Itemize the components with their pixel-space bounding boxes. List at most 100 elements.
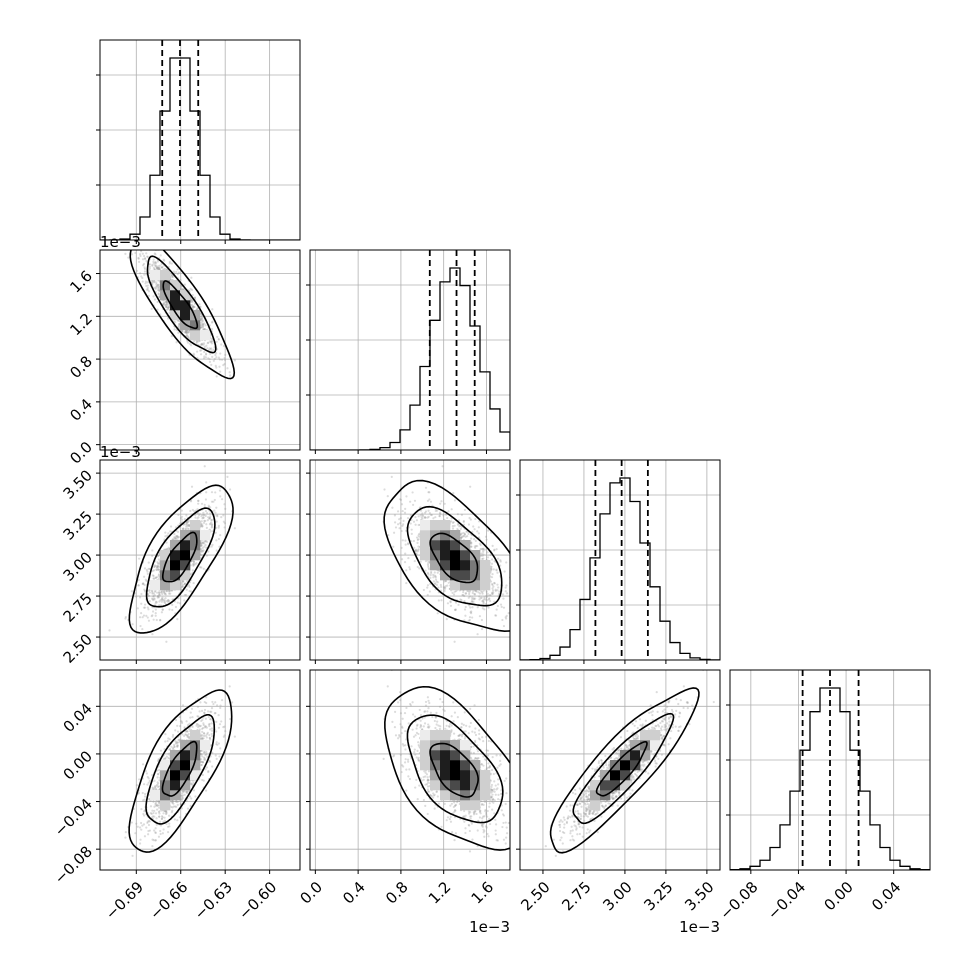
sample-point	[157, 558, 160, 561]
sample-point	[177, 535, 181, 539]
panel-content	[108, 465, 236, 643]
sample-point	[501, 593, 505, 596]
sample-point	[473, 528, 476, 531]
sample-point	[502, 606, 506, 609]
sample-point	[182, 527, 185, 530]
density-cells	[150, 270, 211, 341]
density-cell	[180, 560, 191, 571]
sample-point	[154, 839, 157, 842]
sample-point	[472, 590, 475, 593]
sample-point	[204, 498, 208, 501]
sample-point	[151, 598, 154, 601]
sample-point	[176, 535, 179, 538]
panel-content	[520, 460, 720, 660]
sample-point	[147, 619, 151, 622]
sample-point	[158, 286, 161, 289]
sample-point	[493, 582, 496, 585]
sample-point	[443, 580, 446, 583]
sample-point	[183, 790, 186, 793]
sample-point	[399, 516, 402, 520]
sample-point	[483, 596, 486, 599]
sample-point	[145, 579, 148, 583]
sample-point	[143, 589, 147, 592]
sample-point	[202, 516, 205, 519]
sample-point	[423, 511, 427, 514]
sample-point	[157, 577, 161, 580]
sample-point	[191, 293, 194, 297]
sample-point	[200, 752, 203, 756]
sample-point	[470, 612, 473, 615]
sample-point	[177, 322, 181, 326]
sample-point	[210, 526, 213, 529]
sample-point	[164, 305, 168, 309]
panel-content	[382, 465, 510, 643]
sample-point	[153, 268, 156, 271]
sample-point	[427, 572, 430, 576]
sample-point	[432, 576, 435, 579]
density-cell	[450, 540, 461, 551]
density-cell	[190, 550, 201, 561]
sample-point	[471, 616, 474, 619]
sample-point	[138, 557, 141, 560]
sample-point	[175, 537, 178, 540]
sample-point	[161, 608, 164, 611]
sample-point	[153, 577, 156, 580]
sample-point	[147, 608, 150, 611]
gridlines	[310, 460, 510, 660]
density-cells	[420, 520, 491, 591]
sample-point	[165, 599, 168, 603]
sample-point	[137, 791, 140, 794]
sample-point	[162, 302, 166, 305]
sample-point	[421, 517, 424, 520]
sample-point	[215, 366, 218, 369]
sample-point	[140, 611, 143, 615]
sample-point	[170, 811, 173, 814]
sample-point	[181, 585, 185, 588]
sample-point	[157, 266, 160, 270]
sample-point	[209, 512, 212, 515]
sample-point	[490, 565, 493, 568]
sample-point	[212, 500, 215, 503]
sample-point	[156, 576, 159, 579]
sample-point	[415, 549, 418, 552]
density-cell	[440, 540, 451, 551]
sample-point	[424, 510, 428, 513]
sample-point	[168, 305, 171, 309]
sample-point	[400, 546, 403, 549]
sample-point	[437, 599, 440, 602]
sample-point	[420, 516, 423, 519]
sample-point	[391, 506, 394, 509]
sample-point	[460, 536, 463, 539]
sample-point	[160, 600, 163, 603]
sample-point	[202, 357, 206, 360]
sample-point	[434, 582, 437, 585]
sample-point	[450, 508, 453, 511]
sample-point	[197, 499, 200, 502]
sample-point	[480, 547, 483, 551]
sample-point	[176, 601, 179, 604]
sample-point	[192, 305, 195, 309]
sample-point	[490, 568, 493, 572]
sample-point	[204, 725, 208, 728]
sample-point	[153, 298, 157, 301]
sample-point	[218, 545, 221, 548]
tick-label-y: 3.25	[60, 507, 96, 543]
sample-point	[139, 254, 142, 258]
sample-point	[407, 543, 410, 546]
sample-point	[184, 528, 187, 531]
sample-point	[153, 598, 156, 601]
sample-point	[430, 513, 433, 517]
sample-point	[475, 590, 478, 593]
sample-point	[456, 527, 459, 531]
density-cell	[460, 570, 471, 581]
sample-point	[181, 330, 184, 333]
sample-point	[151, 610, 155, 613]
sample-point	[462, 531, 465, 535]
sample-point	[143, 273, 146, 276]
sample-point	[219, 495, 222, 498]
panel-frame	[309, 249, 511, 451]
sample-point	[160, 591, 163, 594]
sample-point	[500, 605, 503, 608]
sample-point	[404, 539, 407, 542]
sample-point	[445, 513, 448, 516]
